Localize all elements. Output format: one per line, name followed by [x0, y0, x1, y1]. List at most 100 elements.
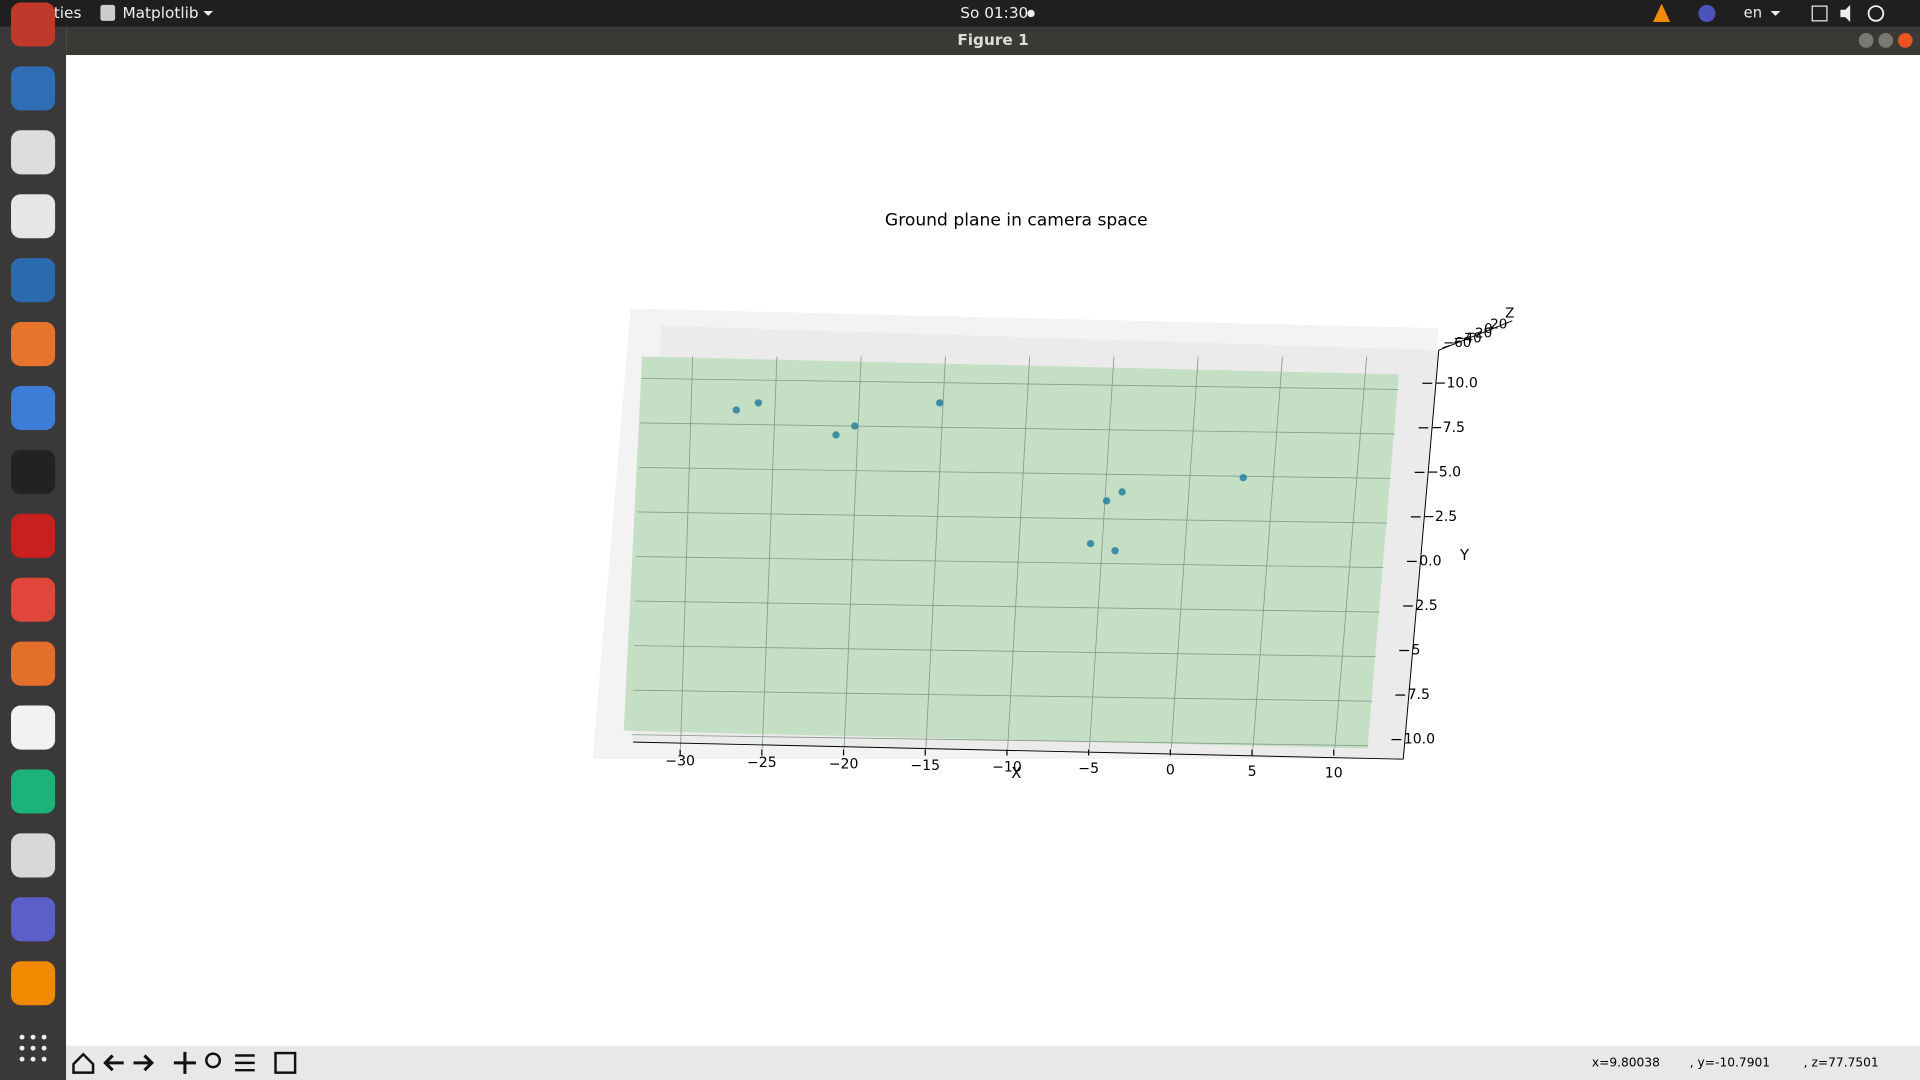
clock-dot: [1027, 9, 1035, 18]
clock[interactable]: So 01:30: [960, 4, 1028, 22]
grid-line: [638, 467, 1391, 479]
network-icon[interactable]: [1811, 5, 1828, 22]
dock-icon[interactable]: [11, 705, 56, 750]
x-tick-label: 5: [1248, 764, 1257, 780]
scatter-point: [1086, 539, 1095, 548]
dock-icon[interactable]: [11, 641, 56, 686]
dock-icon[interactable]: [11, 385, 56, 431]
show-apps-dot: [30, 1056, 36, 1062]
status-y: , y=-10.7901: [1690, 1055, 1770, 1069]
x-tick-label: 0: [1166, 762, 1175, 778]
status-z: , z=77.7501: [1804, 1055, 1879, 1069]
minimize-button[interactable]: [1858, 33, 1874, 48]
grid-line: [635, 600, 1380, 613]
grid-line: [636, 556, 1384, 568]
x-tick-label: −25: [747, 755, 777, 771]
grid-line: [1170, 356, 1199, 749]
scatter-point: [832, 431, 840, 439]
home-button[interactable]: [72, 1052, 95, 1074]
window-title: Figure 1: [957, 31, 1028, 49]
scatter-point: [1239, 474, 1247, 482]
ground-plane: [623, 356, 1399, 749]
x-tick-label: −15: [910, 758, 940, 774]
back-button[interactable]: [103, 1054, 124, 1072]
z-tick: [1483, 326, 1492, 330]
maximize-button[interactable]: [1878, 33, 1894, 48]
y-axis-label: Y: [1459, 547, 1469, 564]
dock-icon[interactable]: [11, 66, 56, 111]
z-tick-label: 20: [1490, 317, 1507, 332]
dock-icon[interactable]: [11, 833, 56, 878]
show-apps-dot: [30, 1045, 36, 1051]
scatter-point: [732, 406, 740, 414]
show-apps-dot: [41, 1045, 47, 1051]
grid-line: [631, 734, 1369, 747]
grid-line: [761, 356, 778, 749]
grid-line: [640, 422, 1395, 435]
save-button[interactable]: [274, 1051, 297, 1074]
app-menu[interactable]: Matplotlib: [122, 4, 198, 22]
grid-line: [1252, 356, 1283, 749]
dock-icon[interactable]: [11, 322, 56, 367]
dock-icon[interactable]: [11, 2, 56, 47]
dock-icon[interactable]: [11, 194, 56, 239]
show-apps-dot: [19, 1045, 25, 1051]
y-tick-label: −7.5: [1431, 420, 1465, 436]
show-apps-dot: [30, 1034, 36, 1040]
dock-icon[interactable]: [11, 258, 56, 303]
chart-title: Ground plane in camera space: [885, 210, 1148, 230]
toolbar: [66, 1045, 1920, 1080]
vlc-tray[interactable]: [1653, 3, 1671, 23]
z-tick: [1442, 344, 1450, 349]
z-tick: [1463, 335, 1471, 339]
grid-line: [925, 356, 946, 749]
grid-line: [1007, 356, 1031, 749]
plot-area: −30 −25 −20 −15 −10 −5 0 5 10 −10.0 −7.5 −5.0 −2.5 0.…: [623, 317, 1507, 781]
y-tick-label: 2.5: [1415, 598, 1437, 614]
language[interactable]: en: [1744, 4, 1762, 21]
x-tick-label: −30: [665, 754, 695, 770]
show-apps-dot: [41, 1056, 47, 1062]
y-tick-label: −10.0: [1435, 375, 1478, 391]
dock-icon[interactable]: [11, 769, 56, 814]
dock-icon[interactable]: [11, 577, 56, 622]
grid-line: [634, 645, 1376, 658]
zoom-button[interactable]: [205, 1052, 222, 1069]
scatter-point: [851, 422, 859, 430]
x-tick-label: 10: [1325, 765, 1343, 781]
dock-icon[interactable]: [11, 513, 56, 558]
x-tick-label: −10: [992, 760, 1022, 776]
forward-button[interactable]: [133, 1054, 155, 1072]
grid-line: [680, 356, 694, 749]
power-icon[interactable]: [1867, 5, 1885, 22]
z-axis-line: [1438, 320, 1513, 351]
x-axis-line: [633, 741, 1404, 760]
y-tick-label: −5.0: [1427, 464, 1461, 480]
menu-arrow: [1770, 11, 1781, 16]
top-bar: [0, 0, 1920, 27]
y-axis-line: [1402, 350, 1440, 760]
volume-icon[interactable]: [1840, 4, 1851, 23]
grid-line: [1334, 356, 1368, 749]
configure-button[interactable]: [235, 1054, 255, 1072]
show-apps-dot: [19, 1034, 25, 1040]
y-tick-label: 0.0: [1419, 553, 1441, 569]
grid-line: [641, 377, 1399, 390]
pan-button[interactable]: [173, 1051, 196, 1074]
dock-icons: [11, 2, 56, 1062]
dock-icon[interactable]: [11, 449, 56, 494]
teams-tray[interactable]: [1698, 4, 1716, 23]
dock-icon[interactable]: [11, 897, 56, 942]
scatter-point: [1118, 488, 1126, 496]
show-apps-dot: [41, 1034, 47, 1040]
close-button[interactable]: [1897, 33, 1913, 48]
y-tick-label: −2.5: [1423, 509, 1457, 525]
z-tick: [1473, 331, 1482, 335]
y-tick-label: 10.0: [1404, 732, 1435, 748]
dock-icon[interactable]: [11, 130, 56, 175]
x-tick-label: −20: [829, 757, 859, 773]
grid-line: [843, 356, 862, 749]
dock-icon[interactable]: [11, 961, 56, 1006]
